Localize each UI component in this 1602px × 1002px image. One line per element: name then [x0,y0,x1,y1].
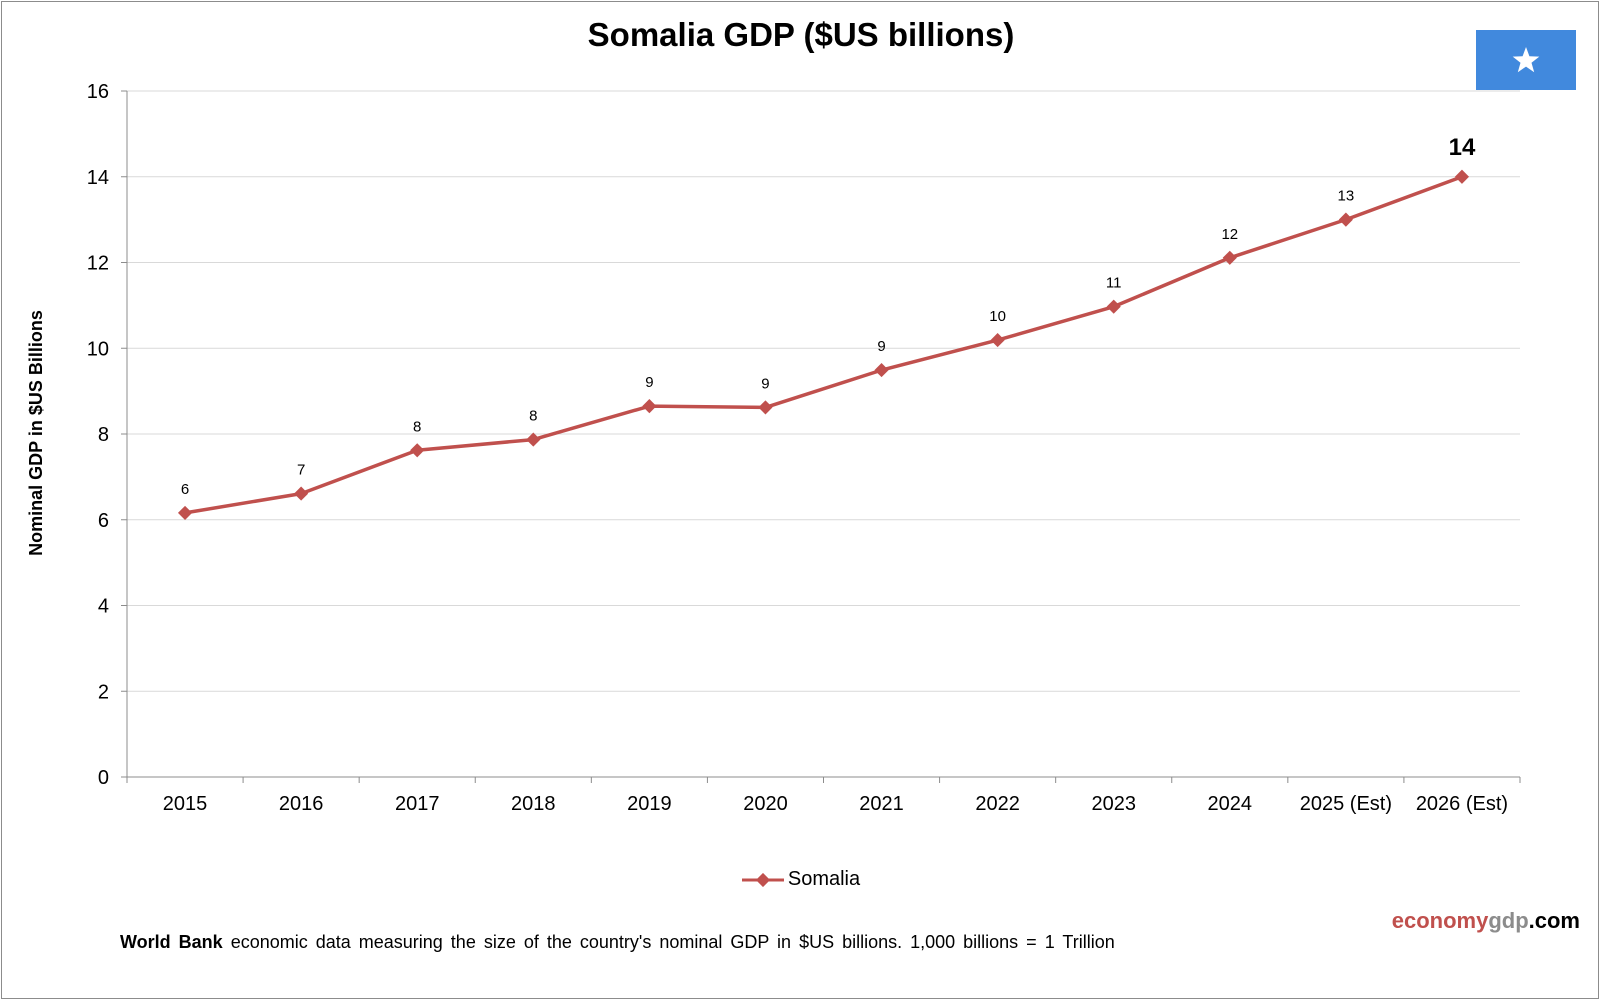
brand-part-gdp: gdp [1488,908,1529,933]
x-tick-label-2019: 2019 [627,793,672,815]
x-tick-label-2022: 2022 [975,793,1020,815]
y-axis-title: Nominal GDP in $US Billions [26,310,46,556]
data-point-2026-Est- [1454,169,1470,184]
y-tick-label-0: 0 [98,767,109,789]
star-icon [1512,47,1540,73]
data-label-2020: 9 [761,375,769,392]
data-point-2025-Est- [1338,212,1353,227]
x-tick-label-2021: 2021 [859,793,904,815]
y-tick-label-4: 4 [98,596,109,618]
chart-legend: Somalia [2,868,1600,891]
x-tick-label-2023: 2023 [1091,793,1136,815]
series-line-somalia [184,175,1463,515]
data-point-2024 [1222,250,1237,265]
y-tick-label-8: 8 [98,424,109,446]
site-branding: economygdp.com [1392,908,1580,934]
data-labels: 6 7 8 8 9 9 9 10 11 12 13 14 [181,134,1476,498]
data-point-2019 [642,399,657,414]
x-tick-label-2016: 2016 [279,793,324,815]
x-tick-label-2026-Est-: 2026 (Est) [1416,793,1508,815]
data-label-2019: 9 [645,374,653,391]
data-label-2018: 8 [529,408,537,425]
series-somalia [177,169,1470,520]
legend-swatch-somalia [741,872,784,887]
y-tick-label-2: 2 [98,681,109,703]
data-label-2017: 8 [413,418,421,435]
footnote-source: World Bank [120,932,223,952]
data-label-2025-Est-: 13 [1338,188,1355,205]
data-label-2024: 12 [1221,226,1238,243]
data-label-2015: 6 [181,481,189,498]
x-tick-label-2020: 2020 [743,793,788,815]
x-tick-label-2024: 2024 [1208,793,1253,815]
data-point-2021 [874,363,889,378]
data-point-2020 [758,400,773,415]
chart-title: Somalia GDP ($US billions) [587,16,1015,53]
gridlines [127,90,1520,692]
data-label-2016: 7 [297,462,305,479]
y-tick-label-12: 12 [87,253,109,275]
footnote: World Bank economic data measuring the s… [120,932,1115,953]
brand-part-economy: economy [1391,908,1489,933]
footnote-text: economic data measuring the size of the … [222,932,1115,952]
data-label-2021: 9 [877,338,885,355]
data-label-2022: 10 [989,308,1006,325]
data-label-2026-Est-: 14 [1449,134,1476,161]
data-point-2017 [410,443,425,458]
data-point-2023 [1106,299,1121,314]
x-tick-label-2025-Est-: 2025 (Est) [1300,793,1392,815]
data-label-2023: 11 [1106,275,1122,292]
x-tick-label-2018: 2018 [511,793,556,815]
x-tick-label-2015: 2015 [163,793,208,815]
data-point-2022 [990,333,1005,348]
somalia-flag-icon [1476,30,1576,90]
data-point-2016 [294,486,309,501]
data-point-2015 [177,505,193,520]
legend-label-somalia: Somalia [787,868,861,891]
y-tick-label-10: 10 [87,338,109,360]
y-tick-label-14: 14 [87,167,109,189]
x-tick-label-2017: 2017 [395,793,440,815]
brand-part-com: .com [1528,908,1580,933]
axes: 0 2 4 6 8 10 12 14 16 2015 2016 2017 2018 2019 2020 202… [87,81,1521,815]
y-tick-label-16: 16 [87,81,109,103]
data-point-2018 [526,432,541,447]
y-tick-label-6: 6 [98,510,109,532]
